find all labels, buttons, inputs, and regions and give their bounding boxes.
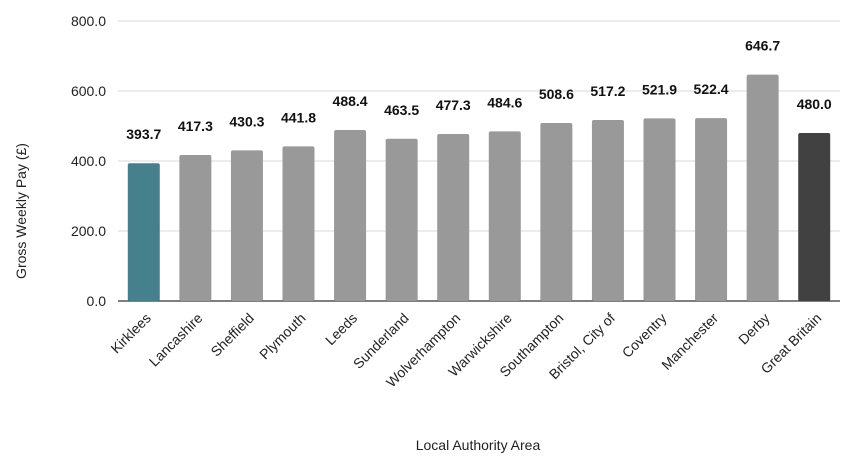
data-label: 480.0 (797, 96, 832, 112)
x-tick-label: Coventry (619, 310, 670, 361)
bar-lancashire (179, 154, 212, 301)
bar-sunderland (385, 138, 418, 301)
bar-derby (746, 74, 779, 301)
bar-southampton (540, 122, 573, 302)
x-tick-label: Manchester (658, 310, 721, 373)
data-label: 430.3 (229, 113, 264, 129)
x-tick-label: Kirklees (107, 310, 154, 357)
bars (127, 74, 831, 302)
data-label: 488.4 (333, 93, 368, 109)
bar-manchester (695, 118, 728, 301)
data-label: 517.2 (590, 83, 625, 99)
data-label: 521.9 (642, 81, 677, 97)
data-label: 393.7 (126, 126, 161, 142)
bar-leeds (334, 130, 367, 301)
bar-plymouth (282, 146, 315, 301)
y-tick-label: 400.0 (71, 153, 106, 169)
gridlines (118, 20, 840, 302)
x-tick-label: Plymouth (256, 310, 309, 363)
y-tick-label: 200.0 (71, 223, 106, 239)
data-label: 522.4 (694, 81, 729, 97)
x-tick-label: Sheffield (207, 310, 257, 360)
y-axis-title: Gross Weekly Pay (£) (13, 143, 29, 279)
y-tick-label: 800.0 (71, 13, 106, 29)
data-label: 441.8 (281, 109, 316, 125)
bar-warwickshire (488, 131, 521, 301)
y-tick-label: 0.0 (87, 293, 107, 309)
data-label: 508.6 (539, 86, 574, 102)
x-tick-label: Lancashire (146, 310, 206, 370)
data-label: 477.3 (436, 97, 471, 113)
data-label: 463.5 (384, 102, 419, 118)
y-tick-label: 600.0 (71, 83, 106, 99)
data-label: 484.6 (487, 94, 522, 110)
x-tick-label: Leeds (322, 310, 360, 348)
bar-bristol-city-of (591, 119, 624, 301)
x-tick-label: Derby (735, 310, 773, 348)
bar-sheffield (230, 150, 263, 301)
x-axis-title: Local Authority Area (416, 437, 541, 453)
data-labels: 393.7 417.3 430.3 441.8 488.4 463.5 477.3 484.6… (126, 38, 832, 143)
bar-coventry (643, 118, 676, 302)
bar-wolverhampton (437, 133, 470, 301)
bar-great-britain (798, 133, 831, 301)
bar-kirklees (127, 163, 160, 301)
data-label: 646.7 (745, 38, 780, 54)
data-label: 417.3 (178, 118, 213, 134)
y-axis-ticks: 0.0 200.0 400.0 600.0 800.0 (71, 13, 106, 309)
